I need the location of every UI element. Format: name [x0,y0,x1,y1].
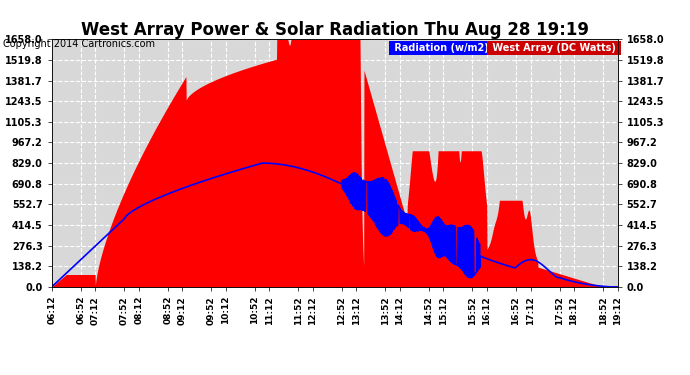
Title: West Array Power & Solar Radiation Thu Aug 28 19:19: West Array Power & Solar Radiation Thu A… [81,21,589,39]
Text: Radiation (w/m2): Radiation (w/m2) [391,43,493,53]
Text: Copyright 2014 Cartronics.com: Copyright 2014 Cartronics.com [3,39,155,50]
Text: West Array (DC Watts): West Array (DC Watts) [489,43,619,53]
